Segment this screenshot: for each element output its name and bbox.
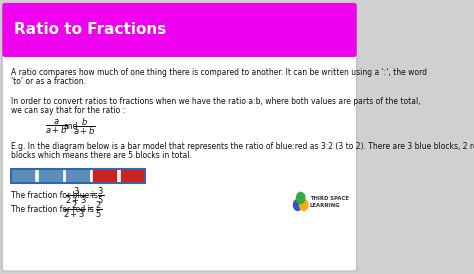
Text: $\dfrac{2}{2+3} = \dfrac{2}{5}$: $\dfrac{2}{2+3} = \dfrac{2}{5}$ xyxy=(63,200,102,220)
Text: $\dfrac{b}{a+b}$: $\dfrac{b}{a+b}$ xyxy=(73,117,96,137)
Text: Ratio to Fractions: Ratio to Fractions xyxy=(14,22,166,38)
Bar xyxy=(119,169,146,183)
Text: THIRD SPACE
LEARNING: THIRD SPACE LEARNING xyxy=(310,196,349,208)
Text: we can say that for the ratio :: we can say that for the ratio : xyxy=(10,107,125,115)
Bar xyxy=(92,169,118,183)
Text: The fraction for red is: The fraction for red is xyxy=(10,206,96,215)
Text: and: and xyxy=(63,122,78,132)
Text: The fraction for blue is: The fraction for blue is xyxy=(10,192,100,201)
Text: blocks which means there are 5 blocks in total.: blocks which means there are 5 blocks in… xyxy=(10,152,191,161)
Bar xyxy=(38,169,64,183)
Circle shape xyxy=(293,199,302,210)
Text: 'to' or as a fraction.: 'to' or as a fraction. xyxy=(10,78,86,87)
Text: A ratio compares how much of one thing there is compared to another. It can be w: A ratio compares how much of one thing t… xyxy=(10,68,427,77)
Text: $\dfrac{3}{2+3} = \dfrac{3}{5}$: $\dfrac{3}{2+3} = \dfrac{3}{5}$ xyxy=(65,186,105,206)
Circle shape xyxy=(300,199,308,210)
FancyBboxPatch shape xyxy=(2,3,357,271)
Bar xyxy=(65,169,91,183)
FancyBboxPatch shape xyxy=(2,3,357,57)
Text: $\dfrac{a}{a+b}$: $\dfrac{a}{a+b}$ xyxy=(46,118,68,136)
Text: E.g. In the diagram below is a bar model that represents the ratio of blue:red a: E.g. In the diagram below is a bar model… xyxy=(10,142,474,151)
Text: In order to convert ratios to fractions when we have the ratio a:b, where both v: In order to convert ratios to fractions … xyxy=(10,97,420,106)
Bar xyxy=(5,30,355,54)
Bar xyxy=(10,169,36,183)
Circle shape xyxy=(297,192,305,204)
Bar xyxy=(10,169,146,183)
